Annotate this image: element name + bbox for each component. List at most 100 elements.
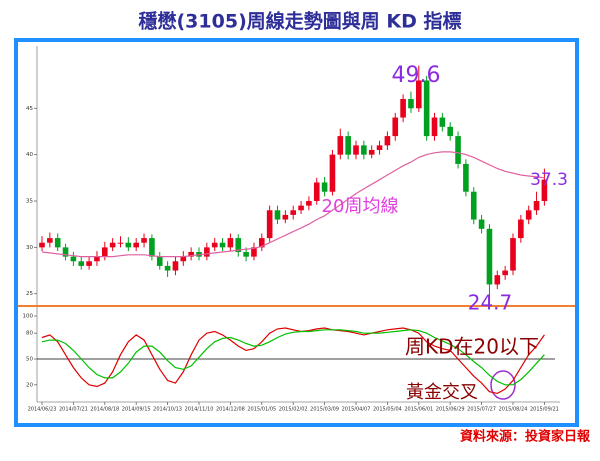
- candle-body: [141, 238, 147, 243]
- candle-body: [447, 126, 453, 137]
- x-tick-label: 2014/07/21: [59, 407, 88, 413]
- candle-body: [102, 247, 108, 257]
- candle-body: [533, 201, 540, 211]
- x-tick-label: 2015/06/01: [404, 407, 433, 413]
- candle-body: [133, 242, 139, 248]
- annotation: 49.6: [392, 63, 441, 88]
- candle-body: [392, 117, 399, 137]
- y-tick-label: 50: [26, 357, 33, 363]
- candle-body: [337, 136, 344, 155]
- y-tick-label: 80: [26, 331, 33, 337]
- candle-body: [463, 163, 469, 192]
- candle-body: [54, 238, 61, 248]
- candle-body: [423, 80, 430, 137]
- annotation: 24.7: [468, 291, 513, 315]
- x-tick-label: 2014/06/23: [28, 407, 57, 413]
- x-tick-label: 2015/04/07: [342, 407, 371, 413]
- y-tick-label: 100: [23, 314, 34, 320]
- y-tick-label: 25: [26, 291, 33, 297]
- candle-body: [470, 191, 477, 220]
- candle-body: [313, 182, 320, 201]
- candle-body: [478, 219, 485, 229]
- candle-body: [172, 261, 179, 271]
- candle-body: [219, 242, 226, 248]
- candle-body: [510, 238, 516, 271]
- candle-body: [149, 238, 155, 257]
- annotation: 黃金交叉: [406, 382, 478, 403]
- candle-body: [353, 145, 359, 155]
- x-tick-label: 2015/09/21: [530, 407, 559, 413]
- candle-body: [86, 261, 92, 266]
- candle-body: [408, 99, 414, 109]
- y-tick-label: 20: [26, 382, 33, 388]
- x-tick-label: 2015/08/24: [499, 407, 528, 413]
- candle-body: [39, 242, 45, 248]
- candle-body: [47, 238, 53, 243]
- candle-body: [494, 275, 501, 285]
- candle-body: [439, 117, 446, 127]
- candle-body: [345, 136, 351, 155]
- x-tick-label: 2015/06/29: [436, 407, 465, 413]
- x-tick-label: 2015/05/04: [373, 407, 402, 413]
- candle-body: [211, 242, 218, 248]
- candle-body: [259, 238, 265, 248]
- x-tick-label: 2015/02/02: [279, 407, 308, 413]
- candle-body: [125, 242, 132, 248]
- candle-body: [384, 136, 391, 146]
- candle-body: [117, 242, 124, 244]
- candle-body: [400, 99, 406, 118]
- candle-body: [290, 210, 296, 215]
- x-tick-label: 2015/01/05: [247, 407, 276, 413]
- candle-body: [188, 252, 194, 257]
- candle-body: [109, 242, 116, 248]
- candle-body: [243, 252, 249, 257]
- candle-body: [266, 210, 273, 239]
- candle-body: [525, 210, 532, 220]
- y-tick-label: 30: [26, 245, 33, 251]
- y-tick-label: 45: [26, 106, 33, 112]
- candle-body: [502, 270, 508, 276]
- candle-body: [376, 145, 383, 150]
- candle-body: [541, 179, 548, 201]
- candle-body: [455, 136, 461, 164]
- candle-body: [321, 182, 328, 192]
- candle-body: [204, 247, 210, 257]
- candle-body: [251, 247, 257, 257]
- series-line: [41, 329, 545, 386]
- candle-body: [235, 238, 242, 252]
- candle-body: [78, 261, 85, 266]
- annotation: 周KD在20以下: [405, 335, 539, 359]
- x-tick-label: 2014/08/18: [90, 407, 119, 413]
- candle-body: [329, 154, 336, 192]
- chart-title: 穩懋(3105)周線走勢圖與周 KD 指標: [139, 10, 462, 33]
- x-tick-label: 2015/07/27: [467, 407, 496, 413]
- candle-body: [306, 201, 312, 206]
- candle-body: [486, 228, 493, 285]
- candle-body: [518, 219, 524, 239]
- cross-circle: [490, 370, 516, 400]
- candle-body: [368, 150, 375, 155]
- candle-body: [298, 205, 304, 211]
- x-tick-label: 2014/12/08: [216, 407, 245, 413]
- candle-body: [282, 214, 289, 220]
- series-line: [41, 327, 545, 395]
- annotation: 37.3: [530, 170, 568, 190]
- source: 資料來源：投資家日報: [460, 429, 591, 445]
- candle-body: [62, 247, 69, 257]
- candle-body: [156, 256, 163, 266]
- x-tick-label: 2015/03/09: [310, 407, 339, 413]
- candle-body: [164, 265, 171, 271]
- candle-body: [416, 80, 422, 109]
- x-tick-label: 2014/09/15: [122, 407, 151, 413]
- y-tick-label: 40: [26, 152, 33, 158]
- series-line: [41, 151, 545, 258]
- x-tick-label: 2014/10/13: [153, 407, 182, 413]
- candle-body: [180, 256, 187, 262]
- x-tick-label: 2014/11/10: [185, 407, 214, 413]
- candle-body: [274, 210, 281, 220]
- candle-body: [70, 256, 77, 262]
- candle-body: [227, 238, 234, 248]
- annotation: 20周均線: [322, 196, 399, 217]
- candle-body: [94, 256, 100, 262]
